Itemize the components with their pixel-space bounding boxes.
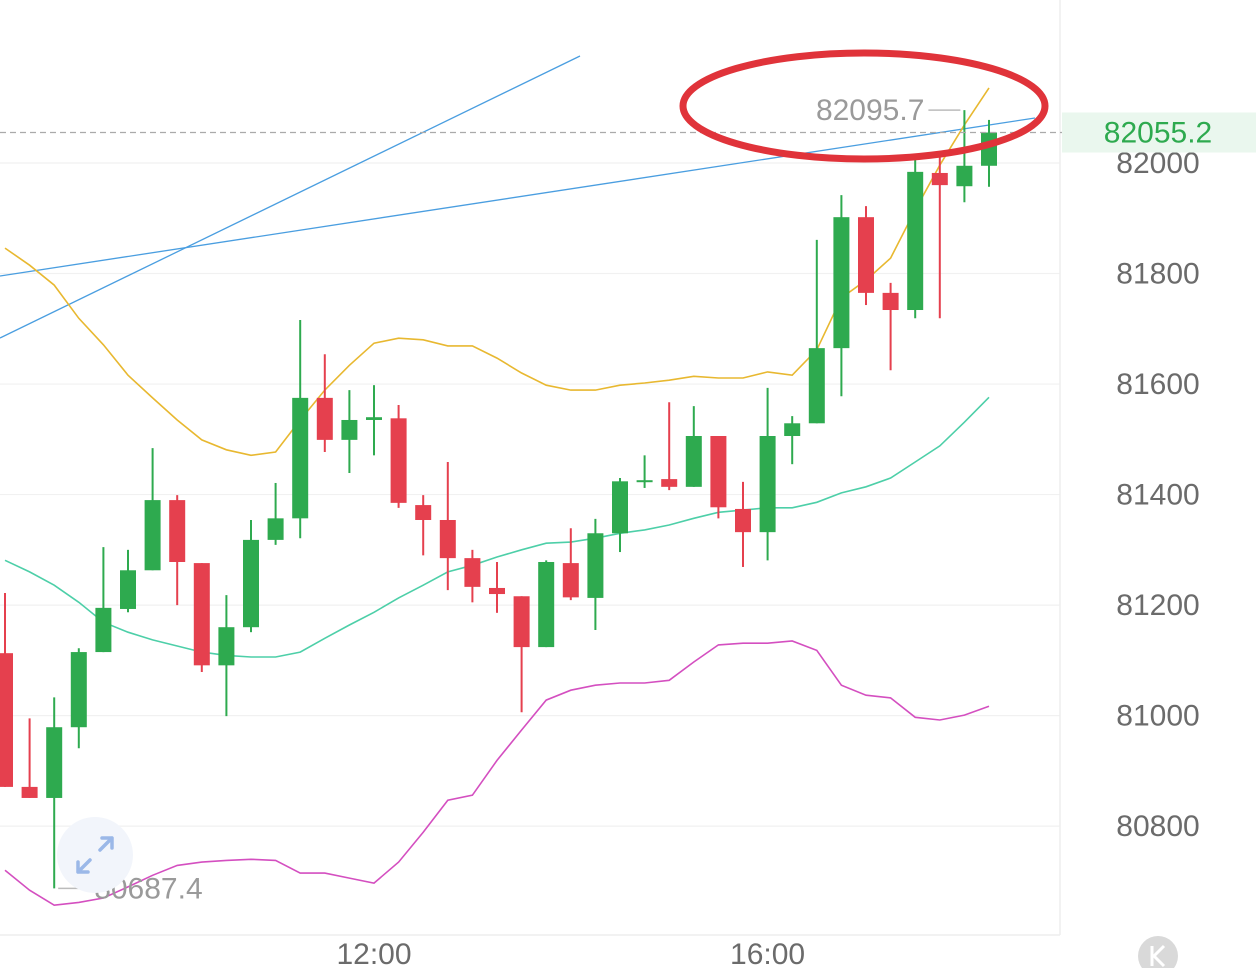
y-tick-label: 81600 — [1116, 368, 1199, 401]
candle-body — [120, 570, 136, 609]
candle-body — [489, 587, 505, 595]
band-line — [4, 396, 990, 658]
trend-line — [0, 117, 1036, 277]
candle-body — [366, 417, 382, 420]
candle-body — [513, 596, 530, 648]
candle-body — [833, 217, 850, 349]
band-line — [4, 87, 990, 457]
candle-body — [612, 481, 628, 534]
candle-body — [0, 653, 13, 787]
candle-body — [316, 397, 333, 440]
candle-body — [70, 652, 87, 728]
candle-body — [538, 561, 555, 648]
highlight-ellipse — [679, 49, 1049, 163]
candle-body — [636, 480, 653, 483]
candle-body — [21, 786, 38, 798]
candle-body — [661, 479, 678, 487]
candle-body — [390, 418, 407, 503]
y-tick-label: 80800 — [1116, 810, 1199, 843]
expand-icon — [76, 836, 114, 874]
candle-body — [267, 518, 284, 540]
candle-body — [46, 727, 63, 798]
candle-layer — [0, 110, 997, 889]
x-tick-label: 16:00 — [730, 938, 805, 968]
y-tick-label: 81000 — [1116, 700, 1199, 733]
candle-body — [169, 500, 186, 562]
candle-body — [685, 436, 702, 487]
candle-body — [562, 563, 579, 598]
candle-body — [292, 397, 309, 519]
candle-body — [144, 500, 161, 571]
candle-body — [587, 533, 604, 598]
candle-body — [243, 539, 259, 628]
candle-body — [218, 627, 235, 666]
candle-body — [858, 217, 874, 293]
kline-icon — [1150, 944, 1166, 968]
high-label: 82095.7 — [816, 94, 924, 127]
x-tick-label: 12:00 — [336, 938, 411, 968]
candle-body — [341, 419, 358, 440]
last-price-label: 82055.2 — [1104, 116, 1212, 149]
candle-body — [784, 423, 801, 437]
candle-body — [808, 348, 825, 424]
last-price-box — [1062, 112, 1256, 153]
label-layer: 8080081000812008140081600818008200012:00… — [0, 94, 1256, 968]
kline-button[interactable] — [1138, 936, 1178, 968]
y-tick-label: 81400 — [1116, 478, 1199, 511]
y-tick-label: 81200 — [1116, 589, 1199, 622]
expand-button-bg — [57, 817, 133, 893]
band-line — [4, 640, 990, 907]
expand-button[interactable] — [57, 817, 133, 893]
candle-body — [193, 563, 210, 666]
band-layer — [4, 87, 990, 907]
candle-body — [710, 436, 727, 508]
candle-body — [882, 292, 899, 311]
trend-line — [0, 55, 581, 339]
candle-body — [95, 607, 112, 653]
candle-body — [735, 508, 751, 533]
candle-body — [464, 558, 481, 587]
candle-body — [907, 171, 924, 311]
y-tick-label: 81800 — [1116, 257, 1199, 290]
candle-body — [415, 505, 432, 520]
candle-body — [956, 165, 973, 187]
candle-body — [439, 519, 456, 559]
candle-body — [931, 172, 948, 186]
candle-body — [759, 436, 776, 533]
